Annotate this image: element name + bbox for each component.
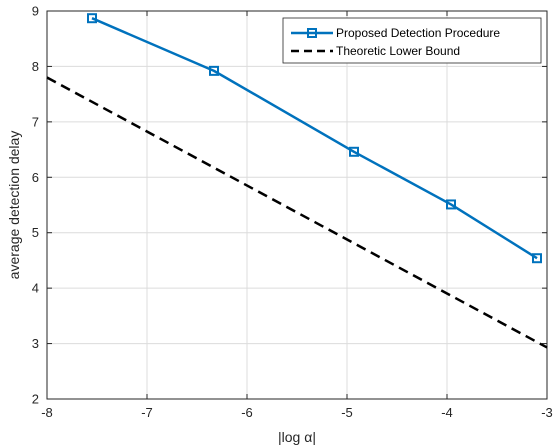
legend-box bbox=[282, 17, 542, 64]
y-tick-label: 9 bbox=[32, 4, 39, 19]
y-tick-label: 8 bbox=[32, 59, 39, 74]
x-tick-label: -7 bbox=[141, 405, 153, 420]
data-point-marker bbox=[349, 146, 359, 157]
y-tick-label: 7 bbox=[32, 114, 39, 129]
legend-label-bound: Theoretic Lower Bound bbox=[336, 44, 460, 58]
x-tick-label: -4 bbox=[441, 405, 453, 420]
y-axis-title: average detection delay bbox=[6, 131, 22, 280]
y-tick-label: 6 bbox=[32, 170, 39, 185]
data-point-marker bbox=[209, 65, 219, 76]
legend-marker-proposed bbox=[307, 28, 317, 38]
data-point-marker bbox=[87, 13, 97, 24]
axis-ticks: -8 -7 -6 -5 -4 -3 2 3 4 5 6 7 8 9 bbox=[32, 4, 553, 421]
plot-frame bbox=[46, 10, 548, 400]
y-tick-label: 2 bbox=[32, 392, 39, 407]
grid bbox=[47, 11, 547, 399]
y-tick-label: 4 bbox=[32, 281, 39, 296]
y-tick-label: 3 bbox=[32, 336, 39, 351]
series-line-proposed bbox=[91, 17, 538, 260]
x-axis-title: |log α| bbox=[278, 429, 316, 445]
y-tick-label: 5 bbox=[32, 225, 39, 240]
x-tick-label: -8 bbox=[41, 405, 53, 420]
data-point-marker bbox=[446, 199, 456, 210]
data-point-marker bbox=[532, 253, 542, 264]
x-tick-label: -6 bbox=[241, 405, 253, 420]
plot-area bbox=[47, 11, 547, 399]
legend-label-proposed: Proposed Detection Procedure bbox=[336, 26, 500, 40]
legend: Proposed Detection Procedure Theoretic L… bbox=[282, 17, 542, 64]
series-line-bound bbox=[46, 76, 548, 349]
series-layer bbox=[46, 13, 548, 349]
x-tick-label: -3 bbox=[541, 405, 553, 420]
x-tick-label: -5 bbox=[341, 405, 353, 420]
